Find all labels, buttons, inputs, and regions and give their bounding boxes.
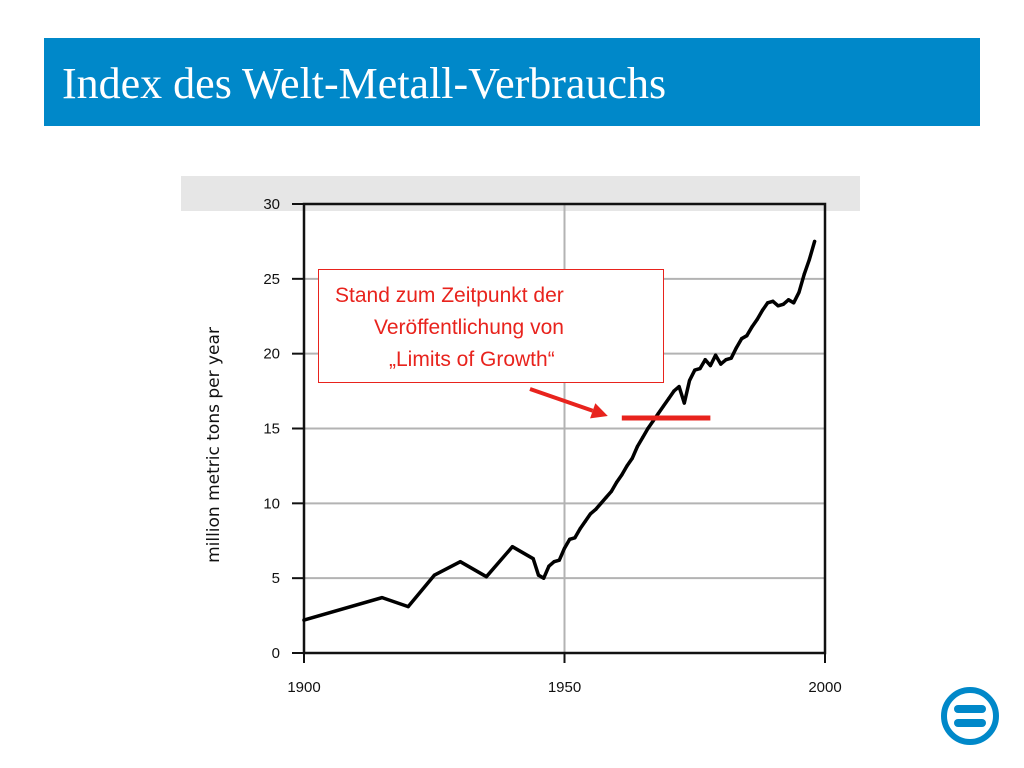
- y-axis-label: million metric tons per year: [204, 327, 224, 563]
- data-point-1965: [641, 435, 645, 440]
- data-point-1970: [667, 396, 671, 401]
- data-point-1994: [792, 301, 796, 305]
- data-point-1952: [573, 536, 577, 540]
- data-point-1975: [693, 368, 697, 372]
- data-point-1981: [724, 358, 728, 362]
- data-point-1962: [625, 464, 629, 468]
- data-point-1957: [599, 501, 603, 505]
- data-point-1960: [615, 480, 619, 484]
- x-tick-label-2000: 2000: [808, 679, 841, 696]
- y-tick-label-15: 15: [263, 421, 280, 438]
- x-axis-ticks: 1900 1950 2000: [287, 653, 842, 696]
- data-point-1958: [604, 495, 608, 499]
- data-point-1953: [578, 527, 582, 531]
- data-point-1976: [698, 367, 702, 371]
- y-tick-label-5: 5: [272, 570, 280, 587]
- data-point-1961: [620, 473, 624, 477]
- annotation-arrow-head-icon: [590, 403, 608, 419]
- data-point-1915: [380, 596, 384, 600]
- annotation-line-3: „Limits of Growth“: [389, 348, 555, 371]
- x-tick-label-1950: 1950: [548, 679, 581, 696]
- data-point-1980: [719, 362, 723, 366]
- y-axis-ticks: 0 5 10 15 20 25 30: [263, 196, 304, 662]
- data-point-1974: [687, 379, 692, 383]
- chart-header-band: [181, 176, 860, 211]
- data-point-1959: [609, 489, 613, 493]
- data-point-1987: [755, 317, 759, 321]
- data-point-1996: [802, 272, 806, 276]
- data-point-1966: [646, 426, 650, 431]
- annotation-arrow-shaft: [529, 387, 594, 413]
- data-point-1992: [781, 302, 785, 306]
- data-point-1951: [568, 537, 572, 541]
- x-tick-label-1900: 1900: [287, 679, 320, 696]
- data-point-1993: [786, 298, 791, 302]
- data-point-1977: [703, 358, 707, 362]
- data-point-1972: [677, 384, 681, 389]
- data-point-1963: [630, 456, 634, 461]
- data-point-1988: [760, 308, 765, 312]
- data-point-1949: [557, 558, 561, 562]
- y-tick-label-30: 30: [263, 196, 280, 213]
- data-point-1940: [510, 545, 514, 549]
- data-point-1989: [766, 301, 770, 305]
- data-point-1930: [458, 560, 462, 564]
- annotation-line-1: Stand zum Zeitpunkt der: [335, 284, 564, 307]
- data-point-1991: [776, 304, 780, 308]
- data-point-1935: [484, 575, 488, 579]
- annotation-markers: [529, 387, 711, 421]
- data-point-1900: [302, 618, 306, 622]
- annotation-box: Stand zum Zeitpunkt der Veröffentlichung…: [318, 269, 664, 383]
- data-point-1956: [594, 507, 598, 511]
- y-tick-label-0: 0: [272, 645, 280, 662]
- data-point-1964: [635, 444, 640, 449]
- data-point-1995: [797, 290, 801, 294]
- data-point-1944: [531, 557, 535, 561]
- data-point-1971: [672, 389, 676, 393]
- y-tick-label-10: 10: [263, 495, 280, 512]
- data-point-1997: [807, 257, 811, 261]
- data-point-1985: [745, 334, 749, 338]
- data-point-1947: [547, 564, 551, 568]
- y-tick-label-20: 20: [263, 346, 280, 363]
- slide-title: Index des Welt-Metall-Verbrauchs: [62, 59, 667, 108]
- annotation-line-2: Veröffentlichung von: [374, 316, 564, 339]
- data-point-1982: [729, 356, 733, 360]
- data-point-1984: [740, 337, 744, 341]
- circle-equals-logo-icon: [941, 687, 999, 745]
- data-point-1954: [583, 519, 587, 523]
- data-point-1969: [661, 404, 666, 408]
- data-point-1998: [812, 239, 817, 244]
- data-point-1968: [656, 411, 660, 416]
- data-point-1945: [536, 573, 541, 577]
- data-point-1983: [734, 346, 739, 350]
- data-point-1946: [542, 576, 546, 580]
- data-point-1950: [562, 546, 567, 550]
- data-point-1925: [432, 573, 436, 577]
- y-tick-label-25: 25: [263, 271, 280, 288]
- data-point-1979: [713, 353, 718, 357]
- data-point-1973: [682, 401, 686, 405]
- title-bar: [44, 38, 980, 126]
- data-point-1948: [552, 560, 556, 564]
- data-point-1920: [406, 605, 410, 609]
- data-point-1986: [750, 325, 754, 329]
- data-point-1978: [708, 364, 712, 368]
- data-point-1990: [771, 299, 775, 303]
- data-point-1955: [588, 512, 593, 516]
